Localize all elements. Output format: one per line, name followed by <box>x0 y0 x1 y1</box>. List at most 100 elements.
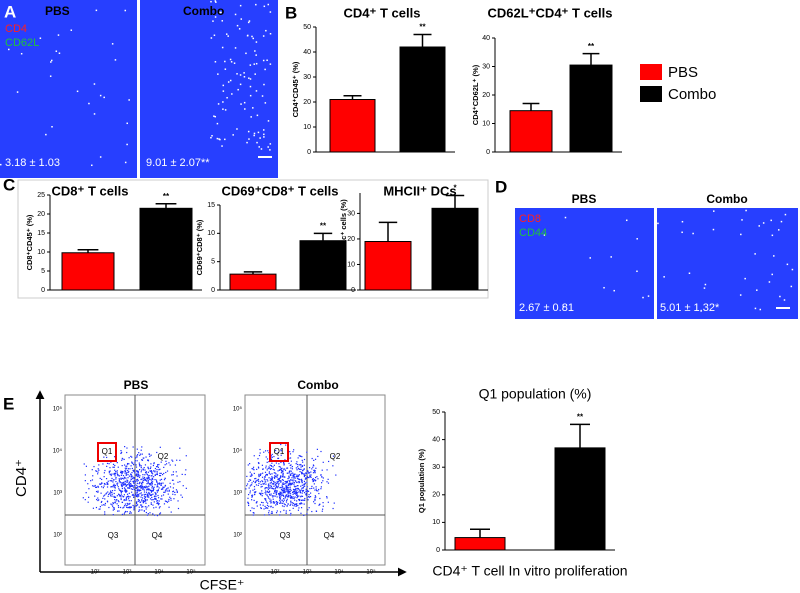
event-dot <box>123 495 125 498</box>
event-dot <box>280 492 282 494</box>
cell-dot <box>240 18 243 20</box>
event-dot <box>149 467 152 470</box>
event-dot <box>268 512 270 514</box>
event-dot <box>124 471 127 473</box>
event-dot <box>312 478 314 480</box>
event-dot <box>134 494 136 496</box>
event-dot <box>268 477 270 479</box>
event-dot <box>144 506 146 508</box>
event-dot <box>120 497 122 499</box>
event-dot <box>166 490 168 492</box>
event-dot <box>143 498 146 500</box>
event-dot <box>296 481 298 483</box>
event-dot <box>267 467 269 470</box>
event-dot <box>280 492 283 494</box>
event-dot <box>181 473 183 475</box>
event-dot <box>269 479 272 481</box>
event-dot <box>281 505 284 507</box>
event-dot <box>321 482 323 484</box>
event-dot <box>288 484 290 486</box>
event-dot <box>295 491 298 493</box>
event-dot <box>122 507 124 509</box>
event-dot <box>258 454 261 457</box>
event-dot <box>104 504 106 506</box>
y-axis-label: CD4⁺CD45⁺ (%) <box>291 61 300 117</box>
event-dot <box>295 503 298 506</box>
event-dot <box>147 488 149 490</box>
event-dot <box>159 468 161 470</box>
event-dot <box>168 490 170 492</box>
event-dot <box>120 493 122 495</box>
event-dot <box>282 502 284 505</box>
event-dot <box>148 505 150 507</box>
event-dot <box>271 453 273 456</box>
event-dot <box>151 483 154 485</box>
event-dot <box>268 490 271 493</box>
event-dot <box>261 464 264 466</box>
event-dot <box>305 477 308 480</box>
event-dot <box>281 479 284 481</box>
event-dot <box>133 469 135 471</box>
event-dot <box>272 496 274 498</box>
event-dot <box>250 475 253 477</box>
event-dot <box>258 492 261 494</box>
event-dot <box>304 497 306 500</box>
cell-dot <box>39 37 42 39</box>
event-dot <box>289 451 291 453</box>
event-dot <box>305 492 307 495</box>
event-dot <box>289 488 292 490</box>
event-dot <box>185 455 187 457</box>
event-dot <box>280 450 282 452</box>
event-dot <box>170 497 172 500</box>
event-dot <box>185 469 187 471</box>
event-dot <box>314 476 317 479</box>
event-dot <box>302 489 304 492</box>
event-dot <box>280 486 282 489</box>
bar <box>299 240 347 291</box>
event-dot <box>287 477 289 480</box>
event-dot <box>287 489 289 491</box>
event-dot <box>97 499 99 502</box>
event-dot <box>90 480 92 482</box>
event-dot <box>271 478 273 480</box>
event-dot <box>265 493 267 495</box>
event-dot <box>293 489 295 491</box>
cell-dot <box>657 222 659 225</box>
cell-dot <box>264 102 267 104</box>
event-dot <box>93 465 95 468</box>
cell-dot <box>263 83 265 86</box>
cell-dot <box>758 225 760 227</box>
event-dot <box>114 475 116 477</box>
event-dot <box>115 478 117 480</box>
event-dot <box>130 478 132 481</box>
event-dot <box>267 507 269 509</box>
event-dot <box>304 474 306 476</box>
event-dot <box>274 488 276 490</box>
event-dot <box>98 469 100 471</box>
event-dot <box>285 490 287 493</box>
event-dot <box>144 464 147 466</box>
quadrant-label: Q4 <box>324 531 335 540</box>
q1-gate <box>269 442 289 462</box>
y-tick-label: 0 <box>41 287 45 294</box>
event-dot <box>152 478 154 481</box>
event-dot <box>150 482 152 484</box>
y-tick-label: 50 <box>432 409 440 416</box>
event-dot <box>141 497 144 499</box>
event-dot <box>292 472 294 474</box>
event-dot <box>304 473 306 475</box>
event-dot <box>316 490 318 492</box>
event-dot <box>156 471 158 473</box>
cell-dot <box>255 90 258 92</box>
cell-dot <box>253 134 255 137</box>
event-dot <box>137 475 139 478</box>
cell-dot <box>93 83 96 85</box>
cell-dot <box>259 137 261 139</box>
event-dot <box>136 478 139 481</box>
event-dot <box>278 479 280 481</box>
event-dot <box>172 479 174 481</box>
event-dot <box>136 486 139 488</box>
event-dot <box>282 479 284 481</box>
quadrant-label: Q1 <box>274 447 285 456</box>
